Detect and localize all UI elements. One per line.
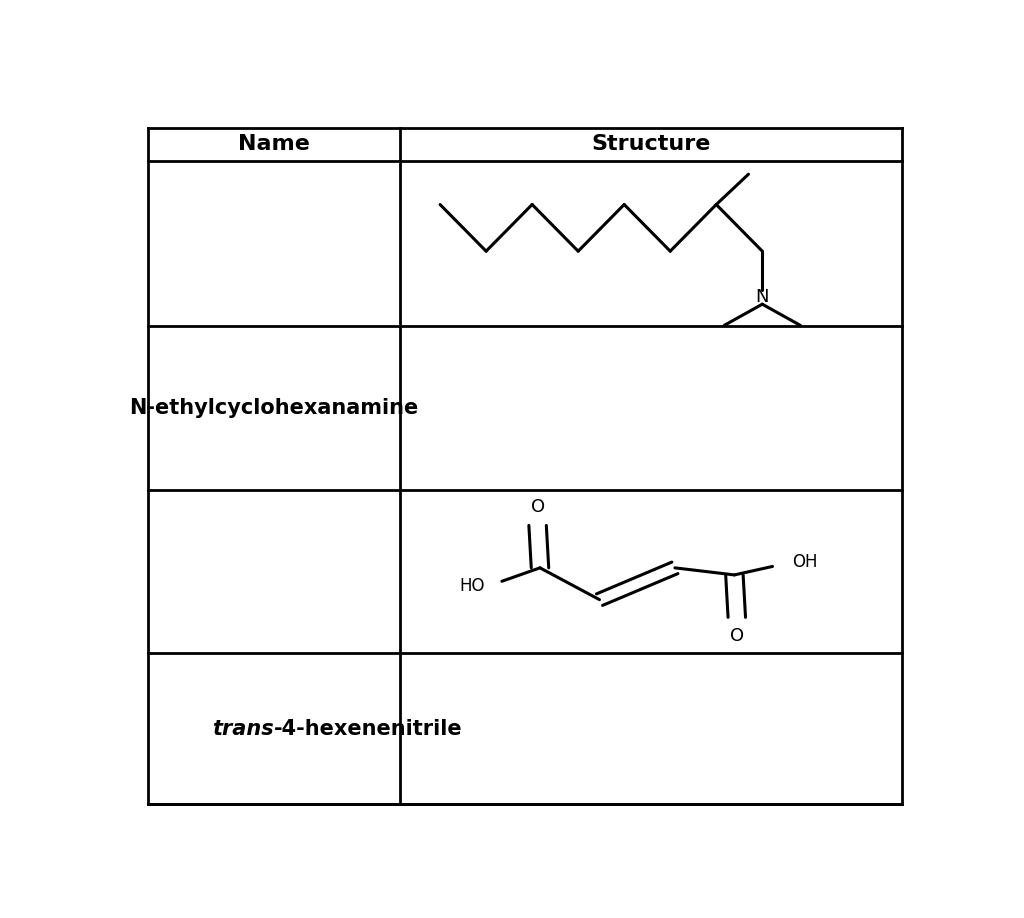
Text: O: O — [530, 498, 545, 516]
Text: trans: trans — [213, 719, 274, 739]
Text: N-ethylcyclohexanamine: N-ethylcyclohexanamine — [129, 397, 419, 418]
Text: -4-hexenenitrile: -4-hexenenitrile — [274, 719, 463, 739]
Text: N: N — [756, 288, 769, 306]
Text: Structure: Structure — [592, 134, 711, 154]
Text: HO: HO — [459, 577, 484, 595]
Text: OH: OH — [793, 554, 818, 571]
Text: O: O — [730, 626, 743, 644]
Text: Name: Name — [239, 134, 310, 154]
